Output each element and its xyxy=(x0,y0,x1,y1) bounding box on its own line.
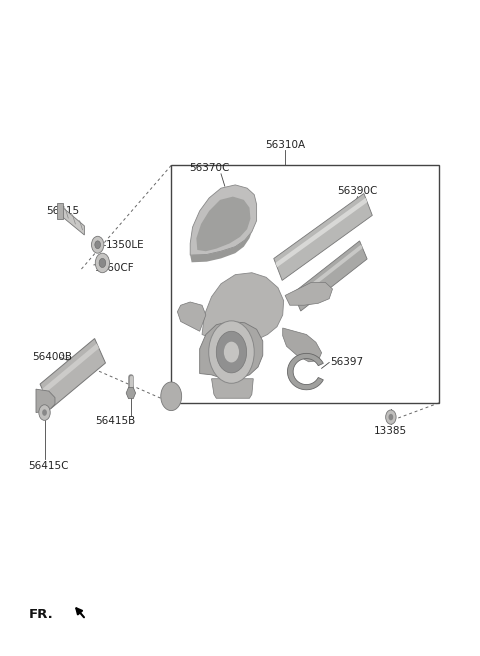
Polygon shape xyxy=(196,197,251,251)
Polygon shape xyxy=(202,273,284,342)
Polygon shape xyxy=(190,232,252,262)
Circle shape xyxy=(161,382,181,411)
Text: 1360CF: 1360CF xyxy=(95,263,134,273)
Circle shape xyxy=(224,342,239,363)
Text: 1350LE: 1350LE xyxy=(106,240,145,251)
Text: 56390C: 56390C xyxy=(337,186,378,196)
Circle shape xyxy=(388,414,393,420)
Polygon shape xyxy=(276,198,367,267)
Polygon shape xyxy=(178,302,206,331)
Text: 13385: 13385 xyxy=(374,426,408,436)
Text: FR.: FR. xyxy=(29,607,54,621)
Text: 56370C: 56370C xyxy=(189,163,229,173)
Text: 56415B: 56415B xyxy=(95,416,135,426)
Circle shape xyxy=(92,236,104,253)
Circle shape xyxy=(96,253,109,273)
Polygon shape xyxy=(36,389,55,413)
Polygon shape xyxy=(295,245,362,300)
Text: 56415C: 56415C xyxy=(28,461,69,471)
Polygon shape xyxy=(212,379,253,398)
Polygon shape xyxy=(60,206,84,235)
Polygon shape xyxy=(293,241,367,311)
Polygon shape xyxy=(288,354,324,390)
Bar xyxy=(171,165,439,403)
Polygon shape xyxy=(126,388,136,399)
Circle shape xyxy=(99,258,106,268)
Polygon shape xyxy=(274,194,372,280)
Text: 56397: 56397 xyxy=(330,358,363,367)
Polygon shape xyxy=(190,185,257,255)
Circle shape xyxy=(95,241,100,249)
Circle shape xyxy=(42,409,47,416)
Polygon shape xyxy=(40,338,106,409)
Circle shape xyxy=(385,410,396,424)
Circle shape xyxy=(39,405,50,420)
Polygon shape xyxy=(285,283,333,305)
Polygon shape xyxy=(57,203,63,218)
Circle shape xyxy=(216,331,247,373)
Text: 56415: 56415 xyxy=(47,206,80,216)
Text: 56400B: 56400B xyxy=(33,352,72,362)
Text: 56310A: 56310A xyxy=(265,140,305,150)
Polygon shape xyxy=(283,328,322,362)
Circle shape xyxy=(209,321,254,383)
Polygon shape xyxy=(42,344,99,394)
Polygon shape xyxy=(200,321,263,379)
